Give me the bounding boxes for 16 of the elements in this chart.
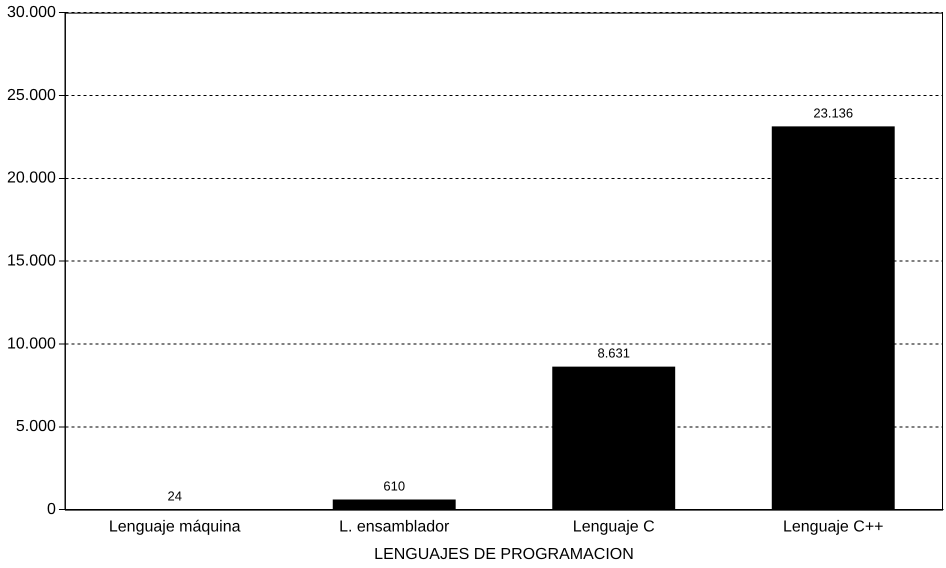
x-tick-label: L. ensamblador (339, 518, 450, 536)
y-tick-label: 15.000 (7, 252, 56, 270)
data-label: 23.136 (813, 105, 854, 120)
x-tick-label: Lenguaje C++ (782, 518, 884, 536)
x-tick-label: Lenguaje C (572, 518, 655, 536)
y-tick-label: 25.000 (7, 86, 56, 104)
x-tick-label: Lenguaje máquina (108, 518, 241, 536)
y-tick-label: 10.000 (7, 335, 56, 352)
data-label: 610 (383, 478, 406, 494)
y-tick-label: 20.000 (7, 170, 56, 187)
y-tick-label: 30.000 (7, 4, 56, 22)
data-label: 8.631 (597, 346, 630, 361)
y-tick-label: 5.000 (16, 418, 56, 436)
x-axis-title: LENGUAJES DE PROGRAMACION (374, 546, 634, 563)
data-label: 24 (167, 488, 182, 504)
y-tick-label: 0 (47, 501, 56, 518)
